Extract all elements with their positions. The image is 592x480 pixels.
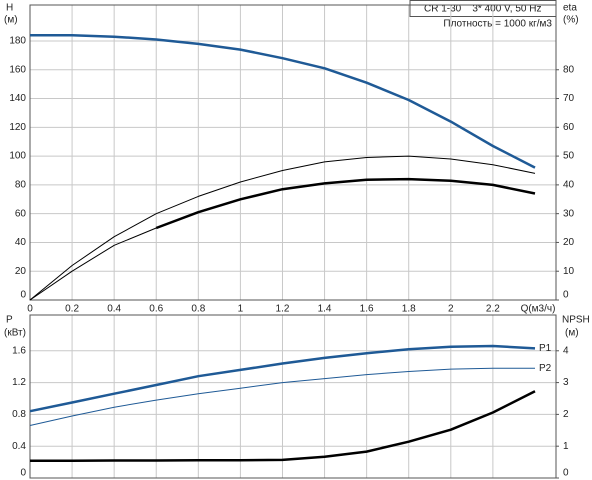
- series-line: [30, 33, 536, 169]
- y2-tick-label: 50: [563, 151, 575, 162]
- y-unit: (м): [4, 15, 18, 26]
- series-line: [155, 177, 536, 230]
- y2-tick-label: 40: [563, 180, 575, 191]
- y-tick-label: 1.6: [12, 345, 26, 356]
- y2-label: eta: [563, 3, 577, 14]
- y-tick-label: 0: [20, 290, 26, 301]
- y2-tick-label: 1: [563, 441, 569, 452]
- y2-unit: (%): [563, 15, 579, 26]
- y-tick-label: 180: [9, 36, 26, 47]
- info-line: Плотность = 1000 кг/м3: [443, 19, 552, 30]
- y-tick-label: 0.8: [12, 409, 26, 420]
- x-tick-label: 1: [238, 304, 244, 315]
- y2-tick-label: 60: [563, 122, 575, 133]
- series-line: [29, 344, 536, 413]
- plot-frame: [29, 4, 557, 301]
- y-tick-label: 80: [15, 180, 27, 191]
- y2-tick-label: 80: [563, 64, 575, 75]
- y-tick-label: 0: [20, 468, 26, 479]
- x-tick-label: 0.2: [65, 304, 79, 315]
- y-tick-label: 140: [9, 93, 26, 104]
- y2-tick-label: 2: [563, 409, 569, 420]
- y-tick-label: 0.4: [12, 441, 26, 452]
- x-tick-label: 0.8: [191, 304, 205, 315]
- y2-tick-label: 30: [563, 208, 575, 219]
- series-line: [30, 390, 536, 463]
- info-line: CR 1-30 3* 400 V, 50 Hz: [424, 4, 541, 15]
- series-label: P1: [539, 343, 552, 354]
- x-tick-label: 0.4: [107, 304, 121, 315]
- series-line: [29, 227, 157, 301]
- y2-tick-label: 0: [563, 290, 569, 301]
- x-tick-label: 0.6: [149, 304, 163, 315]
- series-line: [29, 367, 535, 426]
- y2-unit: (м): [565, 328, 579, 339]
- y2-tick-label: 20: [563, 237, 575, 248]
- y-unit: (кВт): [4, 328, 26, 339]
- y2-tick-label: 4: [563, 345, 569, 356]
- y-tick-label: 160: [9, 64, 26, 75]
- y-tick-label: 120: [9, 122, 26, 133]
- y-tick-label: 40: [15, 237, 27, 248]
- x-tick-label: 1.6: [360, 304, 374, 315]
- series-line: [29, 155, 536, 301]
- x-tick-label: 2: [448, 304, 454, 315]
- x-tick-label: 1.2: [276, 304, 290, 315]
- series-label: P2: [539, 363, 552, 374]
- plot-frame: [29, 314, 557, 479]
- y-label: P: [6, 315, 13, 326]
- y-tick-label: 60: [15, 208, 27, 219]
- y2-label: NPSH: [562, 315, 590, 326]
- y2-tick-label: 70: [563, 93, 575, 104]
- x-tick-label: 0: [27, 304, 33, 315]
- x-tick-label: 1.8: [402, 304, 416, 315]
- y-tick-label: 1.2: [12, 377, 26, 388]
- y-label: H: [6, 3, 13, 14]
- y2-tick-label: 10: [563, 266, 575, 277]
- y2-tick-label: 0: [563, 468, 569, 479]
- x-label: Q(м3/ч): [521, 304, 556, 315]
- y2-tick-label: 3: [563, 377, 569, 388]
- y-tick-label: 20: [15, 266, 27, 277]
- x-tick-label: 2.2: [486, 304, 500, 315]
- x-tick-label: 1.4: [318, 304, 332, 315]
- y-tick-label: 100: [9, 151, 26, 162]
